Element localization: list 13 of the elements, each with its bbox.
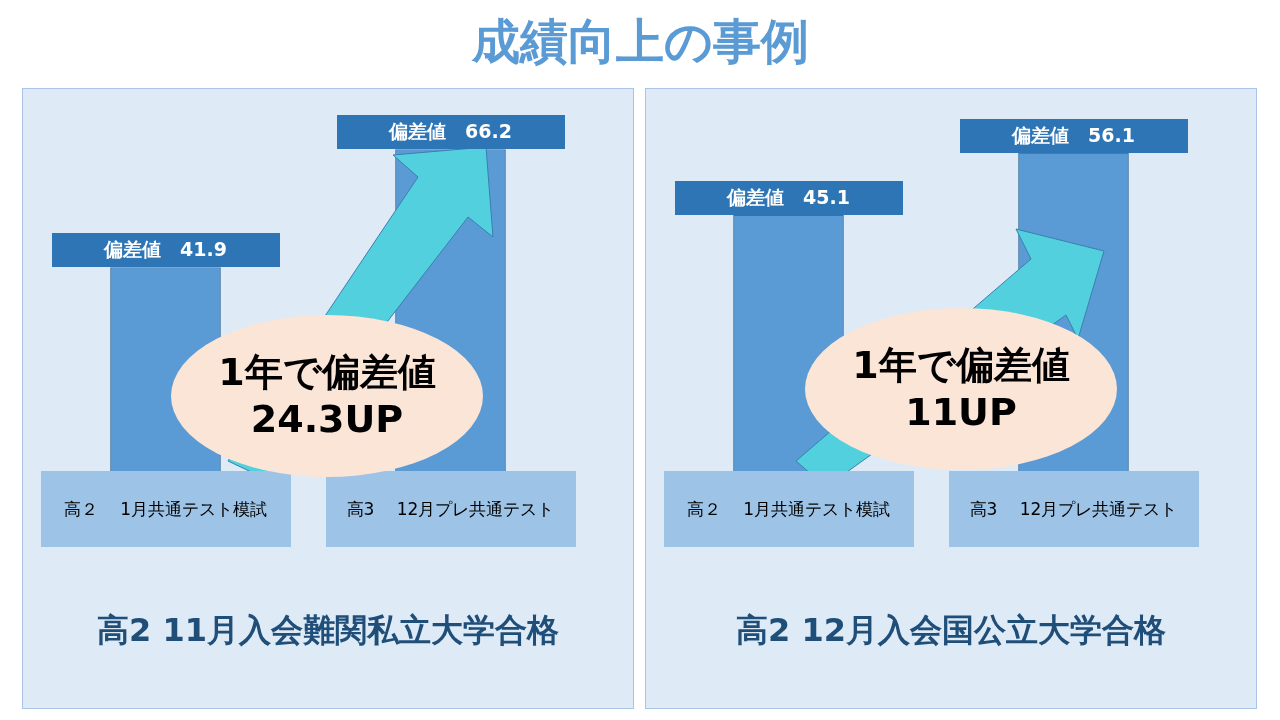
- score-tag: 偏差値 66.2: [336, 115, 565, 150]
- x-tick-label: 高２ 1月共通テスト模試: [40, 471, 291, 547]
- text: 高2 12月入会国公立大学合格: [735, 610, 1167, 651]
- score-tag: 偏差値 41.9: [51, 233, 280, 268]
- annotation: 1年で偏差値 24.3UP: [171, 315, 483, 477]
- score-tag: 偏差値 56.1: [959, 119, 1188, 154]
- text: 高2 11月入会難関私立大学合格: [96, 610, 560, 651]
- x-tick-label: 高3 12月プレ共通テスト: [325, 471, 576, 547]
- annotation: 1年で偏差値 11UP: [805, 308, 1117, 470]
- x-tick-label: 高3 12月プレ共通テスト: [948, 471, 1199, 547]
- score-tag: 偏差値 45.1: [674, 181, 903, 216]
- chart-title: 成績向上の事例: [470, 12, 810, 71]
- x-tick-label: 高２ 1月共通テスト模試: [663, 471, 914, 547]
